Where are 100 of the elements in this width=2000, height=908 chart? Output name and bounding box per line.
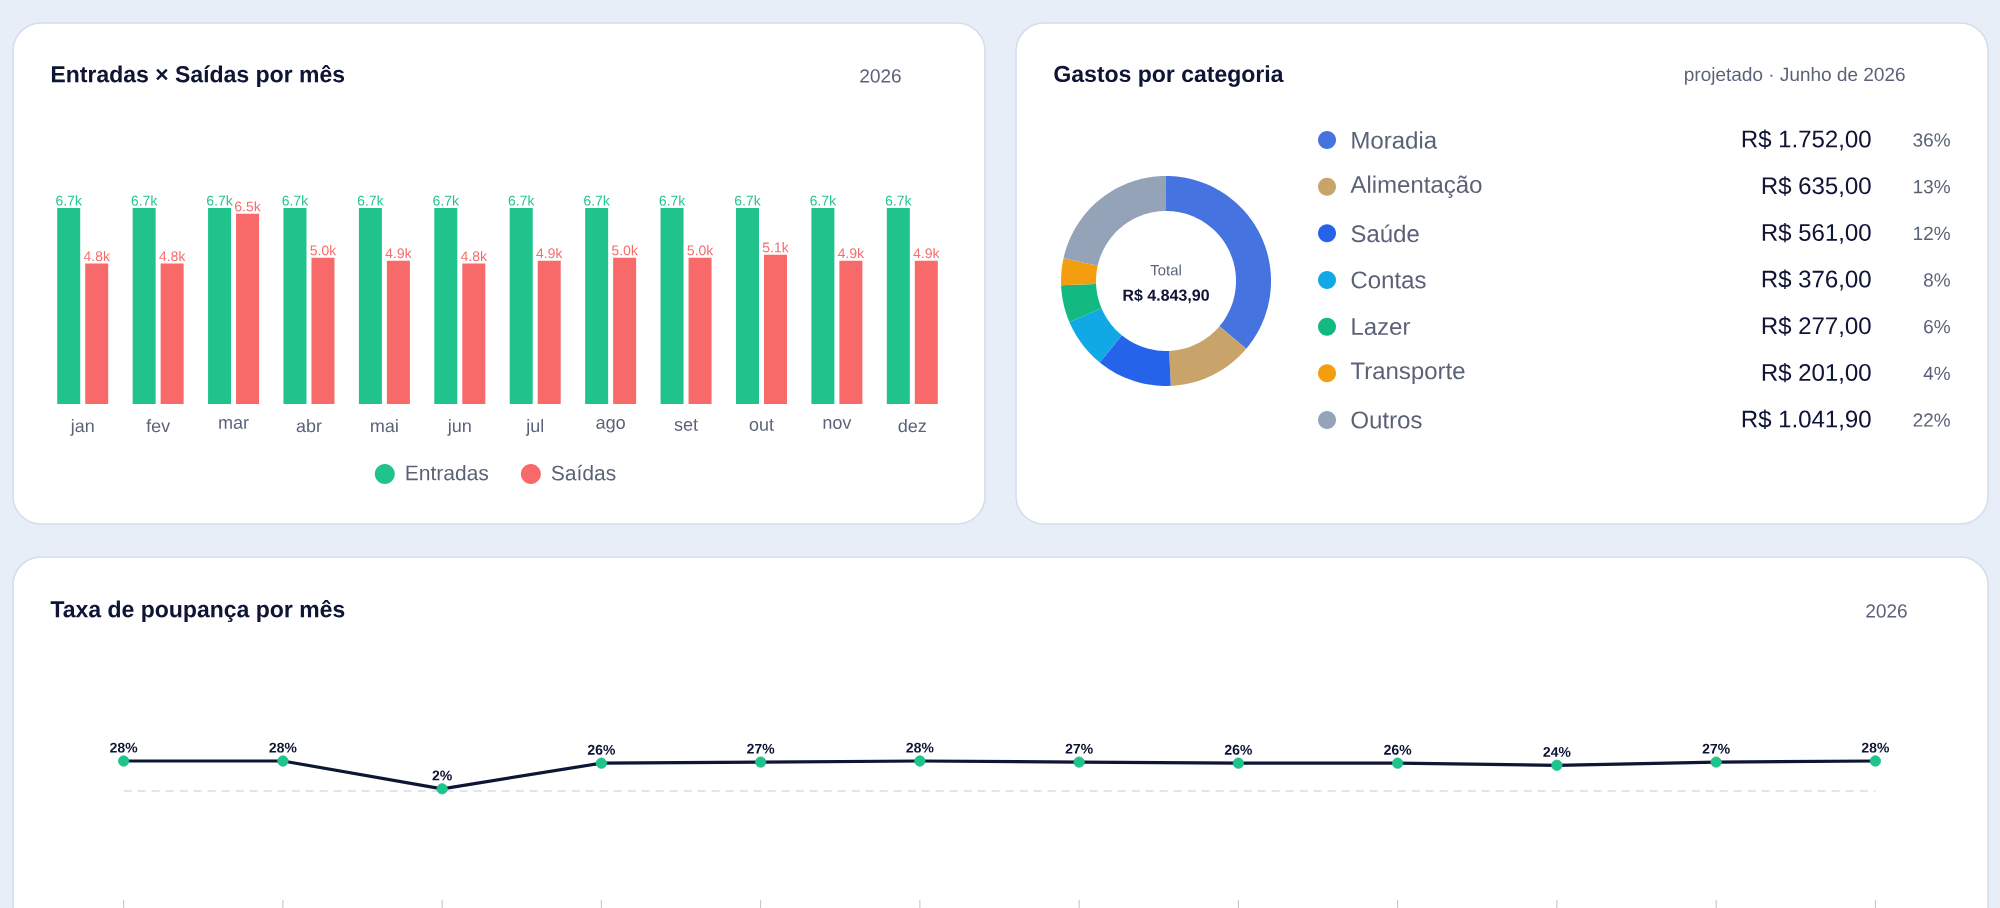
data-label: 28% (269, 742, 297, 753)
data-label: R$ 635,00 (1762, 176, 1871, 198)
point (1392, 757, 1404, 769)
x-tick-label: abr (296, 419, 322, 433)
legend-label: Saúde (1351, 224, 1419, 243)
text: 13% (1914, 179, 1950, 194)
point (1232, 757, 1244, 769)
data-label: 6.5k (235, 201, 261, 212)
data-label: 6.7k (433, 195, 460, 206)
bar (537, 260, 561, 404)
data-label: 4.9k (837, 247, 865, 259)
data-label: 5.1k (762, 242, 789, 253)
point (436, 783, 448, 795)
point (1073, 756, 1085, 768)
x-tick-label: ago (596, 419, 625, 433)
point (118, 755, 130, 767)
data-label: 28% (1861, 742, 1890, 753)
chart-subtitle: 2026 (1866, 604, 1907, 618)
point (1551, 759, 1563, 771)
bar (311, 257, 335, 404)
data-label: 4.8k (460, 250, 488, 262)
bar (160, 263, 184, 404)
data-label: R$ 376,00 (1762, 269, 1871, 291)
data-label: 4.9k (913, 247, 940, 259)
chart-subtitle: projetado · Junho de 2026 (1685, 67, 1905, 85)
data-label: 27% (747, 743, 775, 754)
bar (585, 207, 609, 404)
bar (462, 263, 486, 404)
x-tick-label: fev (146, 419, 171, 433)
data-label: R$ 277,00 (1762, 316, 1871, 338)
bar (208, 207, 232, 404)
data-label: 28% (110, 742, 138, 753)
legend-label: Alimentação (1350, 175, 1482, 198)
data-label: 5.0k (687, 245, 714, 256)
data-label: 26% (587, 744, 616, 755)
bar (132, 207, 156, 404)
data-label: 26% (1224, 744, 1253, 755)
data-label: 6.7k (56, 195, 82, 206)
data-label: R$ 1.041,90 (1742, 409, 1871, 431)
legend-label: Entradas (406, 464, 489, 481)
text: Total (1150, 264, 1181, 276)
text: 4% (1923, 366, 1950, 380)
data-label: 4.9k (536, 247, 563, 259)
text: 6% (1924, 319, 1950, 334)
data-label: 24% (1543, 747, 1571, 757)
legend-label: Lazer (1352, 318, 1411, 336)
bar (660, 207, 684, 404)
point (914, 755, 926, 767)
bar (434, 207, 458, 404)
chart-subtitle: 2026 (860, 69, 901, 83)
bar (85, 263, 109, 404)
point (755, 756, 767, 768)
data-label: 2% (432, 770, 452, 781)
x-tick-label: mar (219, 419, 249, 429)
x-tick-label: dez (898, 419, 926, 433)
bar (386, 260, 410, 404)
bar (509, 207, 533, 404)
legend-label: Transporte (1350, 362, 1465, 385)
legend-label: Saídas (551, 464, 616, 481)
point (277, 755, 289, 767)
data-label: 27% (1065, 743, 1093, 754)
x-tick-label: jan (70, 419, 94, 436)
data-label: 6.7k (282, 195, 309, 206)
data-label: 28% (906, 742, 934, 753)
x-tick-label: nov (823, 419, 852, 429)
bar (57, 207, 81, 404)
text: 36% (1913, 133, 1950, 147)
point (595, 757, 607, 769)
bar (839, 260, 863, 404)
text: R$ 4.843,90 (1123, 288, 1209, 304)
bar (688, 257, 712, 404)
bar (236, 213, 260, 404)
text: 12% (1914, 226, 1950, 241)
point (1710, 756, 1722, 768)
bar (763, 254, 787, 404)
legend-label: Moradia (1352, 131, 1438, 149)
data-label: 4.8k (83, 250, 110, 262)
x-tick-label: mai (371, 419, 398, 433)
bar (811, 207, 835, 404)
data-label: 6.7k (584, 195, 610, 206)
data-label: 6.7k (508, 195, 535, 206)
text: 8% (1923, 273, 1950, 287)
data-label: 6.7k (734, 195, 761, 206)
data-label: 4.8k (159, 250, 186, 262)
x-tick-label: out (749, 419, 774, 431)
data-label: 6.7k (131, 195, 158, 206)
point (1869, 755, 1881, 767)
x-tick-label: jul (525, 419, 544, 436)
data-label: 6.7k (207, 195, 233, 206)
x-tick-label: jun (447, 419, 471, 436)
data-label: 6.7k (659, 195, 686, 206)
bar (358, 207, 382, 404)
bar (886, 207, 910, 404)
data-label: 5.0k (310, 245, 337, 256)
data-label: R$ 1.752,00 (1742, 129, 1871, 151)
data-label: 5.0k (611, 245, 638, 256)
bar (735, 207, 759, 404)
legend-label: Outros (1351, 411, 1422, 429)
data-label: 4.9k (385, 247, 412, 259)
bar (613, 257, 637, 404)
